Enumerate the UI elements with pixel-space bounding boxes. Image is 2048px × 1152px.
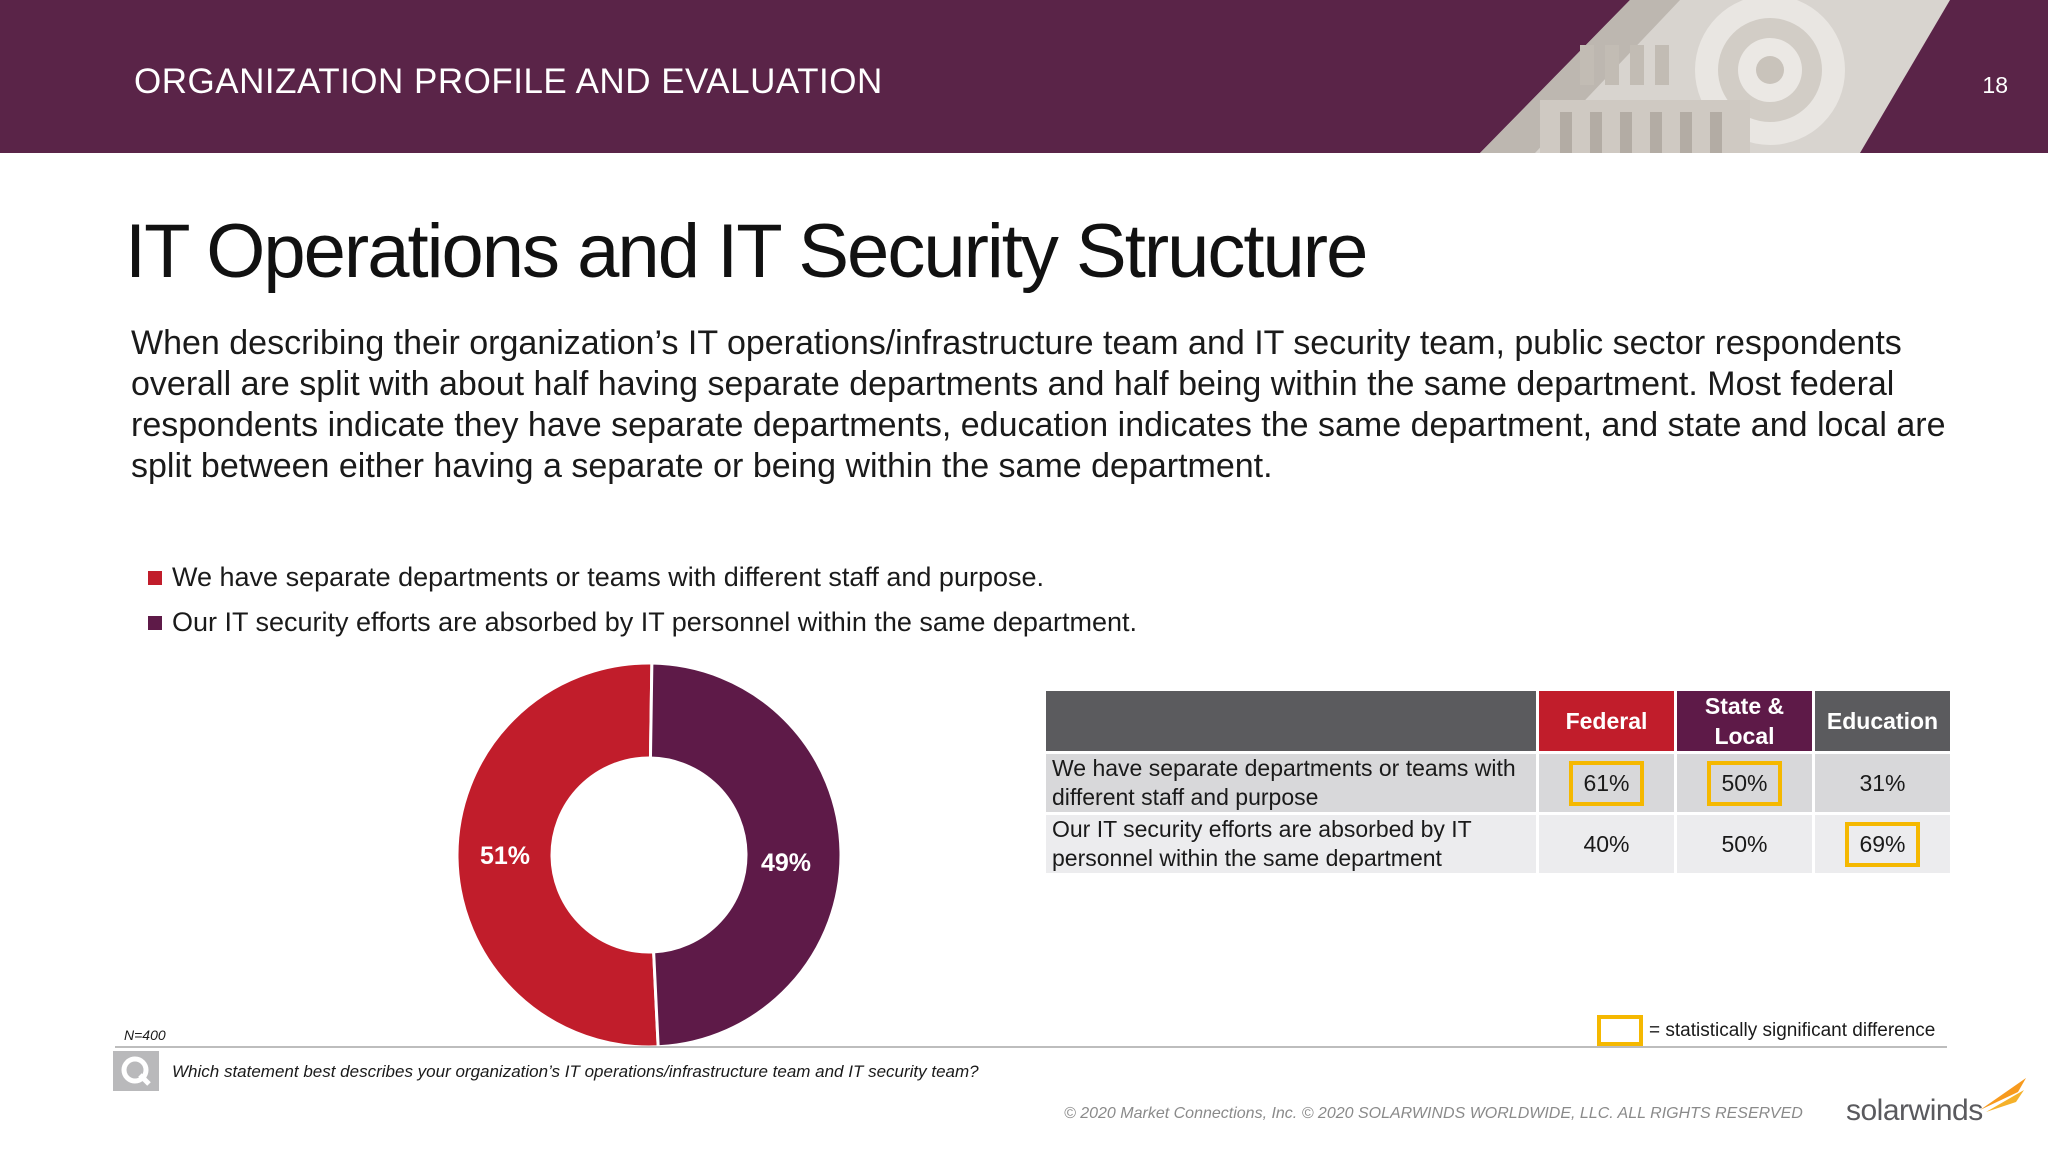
- cell-value: 50%: [1707, 760, 1782, 806]
- header-band: ORGANIZATION PROFILE AND EVALUATION 18: [0, 0, 2048, 153]
- significance-note: = statistically significant difference: [1597, 1015, 1935, 1046]
- results-table: Federal State & Local Education We have …: [1043, 688, 1953, 876]
- donut-slice-same: [648, 661, 843, 1049]
- slide-title: IT Operations and IT Security Structure: [125, 209, 1368, 294]
- row-label: We have separate departments or teams wi…: [1046, 754, 1536, 812]
- table-header-federal: Federal: [1539, 691, 1674, 751]
- chart-legend: We have separate departments or teams wi…: [148, 555, 1137, 645]
- brand-logo: solarwinds: [1846, 1094, 1983, 1127]
- legend-label-same: Our IT security efforts are absorbed by …: [172, 607, 1137, 637]
- significance-box-icon: [1597, 1015, 1643, 1046]
- legend-swatch-purple: [148, 615, 162, 630]
- section-title: ORGANIZATION PROFILE AND EVALUATION: [134, 62, 883, 101]
- table-header-education: Education: [1815, 691, 1950, 751]
- significance-text: = statistically significant difference: [1649, 1019, 1936, 1041]
- cell-value: 40%: [1583, 830, 1630, 857]
- row-label: Our IT security efforts are absorbed by …: [1046, 815, 1536, 873]
- legend-item-separate: We have separate departments or teams wi…: [148, 555, 1137, 600]
- table-row: Our IT security efforts are absorbed by …: [1046, 815, 1950, 873]
- column-capital-image: [1480, 0, 1990, 153]
- legend-item-same: Our IT security efforts are absorbed by …: [148, 600, 1137, 645]
- cell-value: 50%: [1721, 830, 1768, 857]
- cell-value: 31%: [1859, 769, 1906, 796]
- question-icon: [113, 1051, 159, 1091]
- cell-value: 61%: [1569, 760, 1644, 806]
- donut-slice-separate: [455, 661, 660, 1049]
- intro-paragraph: When describing their organization’s IT …: [131, 324, 1946, 485]
- sample-size: N=400: [124, 1027, 166, 1043]
- copyright-text: © 2020 Market Connections, Inc. © 2020 S…: [1064, 1105, 1803, 1122]
- table-header-state-local: State & Local: [1677, 691, 1812, 751]
- legend-label-separate: We have separate departments or teams wi…: [172, 562, 1045, 592]
- table-header-blank: [1046, 691, 1536, 751]
- legend-swatch-red: [148, 570, 162, 585]
- page-number: 18: [1982, 72, 2008, 98]
- donut-label-same: 49%: [761, 849, 811, 877]
- donut-label-separate: 51%: [480, 842, 530, 870]
- donut-chart: 51% 49%: [455, 661, 843, 1049]
- footer-divider: [115, 1046, 1947, 1048]
- survey-question: Which statement best describes your orga…: [172, 1062, 979, 1081]
- solarwinds-flame-icon: [1980, 1078, 2026, 1112]
- cell-value: 69%: [1845, 821, 1920, 867]
- table-header-row: Federal State & Local Education: [1046, 691, 1950, 751]
- table-row: We have separate departments or teams wi…: [1046, 754, 1950, 812]
